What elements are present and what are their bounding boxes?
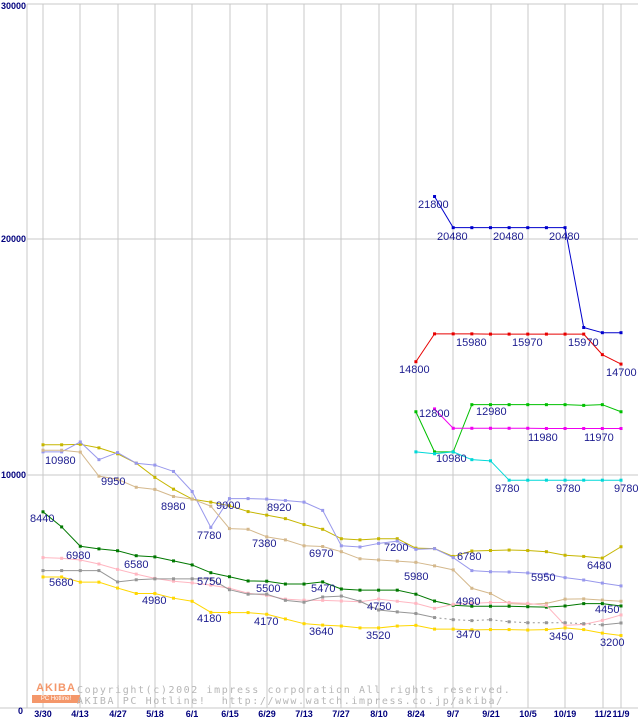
series-gray xyxy=(41,569,623,627)
svg-text:7/13: 7/13 xyxy=(295,709,313,719)
site-url-text: AKIBA PC Hotline! http://www.watch.impre… xyxy=(77,696,504,707)
copyright-text: Copyright(c)2002 impress corporation All… xyxy=(77,685,512,696)
svg-text:3200: 3200 xyxy=(600,637,624,649)
svg-text:15970: 15970 xyxy=(512,337,543,349)
series-yellow xyxy=(41,575,623,637)
svg-text:12980: 12980 xyxy=(476,406,507,418)
akiba-logo-text: AKIBA xyxy=(36,682,76,694)
svg-text:6780: 6780 xyxy=(457,551,481,563)
svg-text:4450: 4450 xyxy=(595,604,619,616)
svg-text:12800: 12800 xyxy=(419,408,450,420)
svg-text:10/5: 10/5 xyxy=(519,709,537,719)
svg-text:9780: 9780 xyxy=(556,483,580,495)
svg-text:4180: 4180 xyxy=(197,613,221,625)
svg-text:7780: 7780 xyxy=(197,530,221,542)
svg-text:7380: 7380 xyxy=(252,538,276,550)
svg-text:7/27: 7/27 xyxy=(332,709,350,719)
svg-text:9950: 9950 xyxy=(101,476,125,488)
svg-text:4980: 4980 xyxy=(142,595,166,607)
svg-text:4170: 4170 xyxy=(254,616,278,628)
svg-text:30000: 30000 xyxy=(1,1,26,11)
series-magenta xyxy=(433,407,623,431)
svg-text:4980: 4980 xyxy=(456,596,480,608)
svg-text:5470: 5470 xyxy=(311,583,335,595)
svg-text:3470: 3470 xyxy=(456,629,480,641)
series-tan xyxy=(41,448,623,606)
svg-text:11970: 11970 xyxy=(584,432,614,444)
x-axis-labels: 3/30 4/13 4/27 5/18 6/1 6/15 6/29 7/13 7/27 8/10 8… xyxy=(34,709,629,719)
gridlines xyxy=(0,3,638,709)
series-bright-green xyxy=(414,403,623,454)
svg-text:6480: 6480 xyxy=(587,560,611,572)
svg-text:6980: 6980 xyxy=(66,550,90,562)
svg-text:10000: 10000 xyxy=(1,470,26,480)
series-periwinkle xyxy=(41,440,623,588)
svg-text:9000: 9000 xyxy=(216,500,240,512)
svg-text:6/1: 6/1 xyxy=(186,709,199,719)
svg-text:9780: 9780 xyxy=(495,483,519,495)
svg-text:4/27: 4/27 xyxy=(109,709,127,719)
svg-text:20000: 20000 xyxy=(1,234,26,244)
svg-text:9780: 9780 xyxy=(614,483,638,495)
svg-text:8/24: 8/24 xyxy=(407,709,425,719)
svg-text:4/13: 4/13 xyxy=(71,709,89,719)
akiba-logo: AKIBA PC Hotline! xyxy=(32,683,80,707)
akiba-logo-subtext: PC Hotline! xyxy=(32,695,80,703)
svg-text:10980: 10980 xyxy=(45,455,76,467)
svg-text:5950: 5950 xyxy=(531,572,555,584)
svg-text:20480: 20480 xyxy=(493,231,524,243)
svg-text:3450: 3450 xyxy=(549,631,573,643)
svg-text:3520: 3520 xyxy=(366,630,390,642)
svg-text:6/15: 6/15 xyxy=(221,709,239,719)
svg-text:15970: 15970 xyxy=(568,337,599,349)
series-olive xyxy=(41,442,623,560)
svg-text:5500: 5500 xyxy=(256,583,280,595)
svg-text:0: 0 xyxy=(18,706,23,716)
svg-text:10/19: 10/19 xyxy=(554,709,577,719)
svg-text:15980: 15980 xyxy=(456,337,487,349)
svg-text:6/29: 6/29 xyxy=(258,709,276,719)
svg-text:9/21: 9/21 xyxy=(482,709,500,719)
svg-text:5750: 5750 xyxy=(197,576,221,588)
svg-text:11980: 11980 xyxy=(528,432,558,444)
svg-text:4750: 4750 xyxy=(367,601,391,613)
svg-text:20480: 20480 xyxy=(549,231,580,243)
svg-text:5980: 5980 xyxy=(404,571,428,583)
svg-text:21800: 21800 xyxy=(418,199,449,211)
svg-text:14700: 14700 xyxy=(606,367,637,379)
svg-text:8980: 8980 xyxy=(161,501,185,513)
svg-text:8440: 8440 xyxy=(30,513,54,525)
series-cyan xyxy=(414,450,623,482)
series-red xyxy=(414,332,623,366)
svg-text:3640: 3640 xyxy=(309,626,333,638)
svg-text:3/30: 3/30 xyxy=(34,709,52,719)
series-blue xyxy=(433,195,623,335)
point-labels: 21800 20480 20480 20480 14800 15980 15970 15970… xyxy=(30,199,638,649)
svg-text:20480: 20480 xyxy=(437,231,468,243)
svg-text:8/10: 8/10 xyxy=(370,709,388,719)
svg-text:8920: 8920 xyxy=(267,502,291,514)
y-axis-labels: 30000 20000 10000 0 xyxy=(1,1,26,716)
series-dark-green xyxy=(41,510,623,609)
series-pink xyxy=(41,556,623,627)
svg-text:10980: 10980 xyxy=(436,453,467,465)
svg-text:11/2: 11/2 xyxy=(594,709,611,719)
svg-text:11/9: 11/9 xyxy=(612,709,629,719)
svg-text:5/18: 5/18 xyxy=(146,709,164,719)
svg-text:6580: 6580 xyxy=(124,559,148,571)
svg-text:9/7: 9/7 xyxy=(447,709,460,719)
svg-text:6970: 6970 xyxy=(309,548,333,560)
svg-text:7200: 7200 xyxy=(384,542,408,554)
svg-text:5680: 5680 xyxy=(49,577,73,589)
svg-text:14800: 14800 xyxy=(399,364,430,376)
